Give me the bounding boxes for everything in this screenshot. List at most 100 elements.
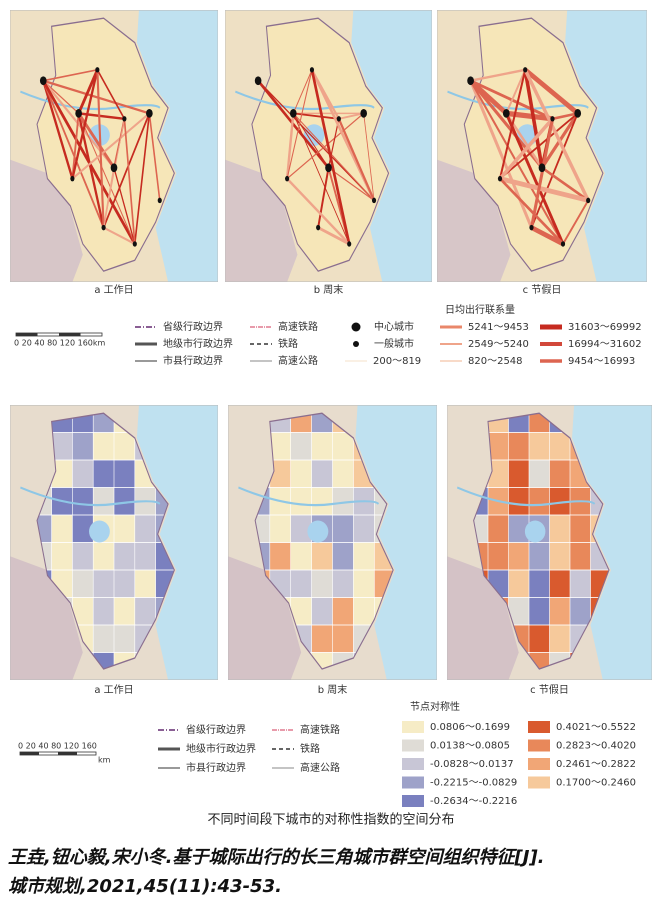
flow-line [257,80,375,201]
legend-dot [351,322,361,332]
legend-label: 高速铁路 [278,320,318,333]
panel-label: a 工作日 [94,284,133,296]
legend-label: -0.0828～0.0137 [430,759,514,770]
county [113,597,136,626]
flow-line [338,112,364,120]
map [10,10,218,282]
legend-label: 市县行政边界 [186,761,246,774]
city [285,175,290,182]
flow-line [42,80,105,229]
map [447,405,652,680]
flow-line [499,176,589,203]
flow-line [148,113,161,201]
river [20,90,161,111]
flow-line [470,68,526,82]
city [122,116,127,122]
county [569,569,592,599]
river [238,486,380,507]
county [508,459,530,489]
legend-label: 市县行政边界 [163,354,223,367]
flow-line [499,69,527,180]
map [228,405,437,680]
county [72,459,94,489]
flow-line [42,80,74,180]
county [487,542,510,571]
county [311,459,334,489]
county [113,542,136,571]
legend-label: 高速公路 [278,354,318,367]
county [549,432,571,461]
legend-label: 31603～69992 [568,322,642,333]
region-outline [473,412,610,670]
sea [355,405,437,680]
legend-label: 5241～9453 [468,322,529,333]
city [347,241,352,247]
flow-line [311,69,340,120]
scale-bar-fill [20,752,39,755]
flow-line [96,69,105,228]
county [332,459,355,489]
study-region [463,17,604,272]
river [447,90,589,111]
citation-line: 城市规划,2021,45(11):43-53. [8,876,282,897]
flow-line [292,113,350,245]
legend-label: 高速公路 [300,761,340,774]
flow-line [499,177,564,246]
flow-line [286,112,364,180]
flow-line [541,166,589,202]
county [549,459,571,489]
county [332,514,355,544]
city [371,197,377,204]
county [332,432,355,461]
flow-line [293,112,339,120]
county [51,542,74,571]
legend-label: 省级行政边界 [163,320,223,333]
county [269,514,292,544]
legend-swatch [402,776,424,789]
flow-line [337,118,375,202]
county [332,624,355,654]
flow-line [43,69,98,82]
flow-line [103,118,125,228]
county [528,487,551,516]
legend-label: 0.0806～0.1699 [430,722,510,733]
county [311,542,334,571]
county [92,542,115,571]
county [290,542,313,571]
city [316,224,321,231]
sea [565,10,647,282]
county [549,542,571,571]
county [528,597,551,626]
river [235,90,375,111]
county [549,569,571,599]
county [549,624,571,654]
flow-line [523,69,544,169]
legend-label: 200～819 [373,356,421,367]
scale-bar-fill [58,752,77,755]
flow-line [469,79,564,245]
county [92,597,115,626]
city [132,241,137,247]
region-outline [36,412,175,670]
city [529,224,534,231]
panel-label: a 工作日 [94,684,133,696]
city [560,241,566,247]
flow-line [293,112,375,201]
flow-line [292,112,329,169]
flow-line [71,69,99,180]
legend-swatch [528,739,550,752]
county [134,514,157,544]
city [70,175,75,182]
flow-line [71,113,80,179]
city [101,224,106,231]
flow-line [71,112,150,180]
county [290,569,313,599]
county [332,569,355,599]
flow-line [498,117,554,181]
city [586,197,591,204]
county [311,597,334,626]
scale-bar-fill [16,333,38,336]
flow-line [552,112,578,121]
county [508,542,530,571]
